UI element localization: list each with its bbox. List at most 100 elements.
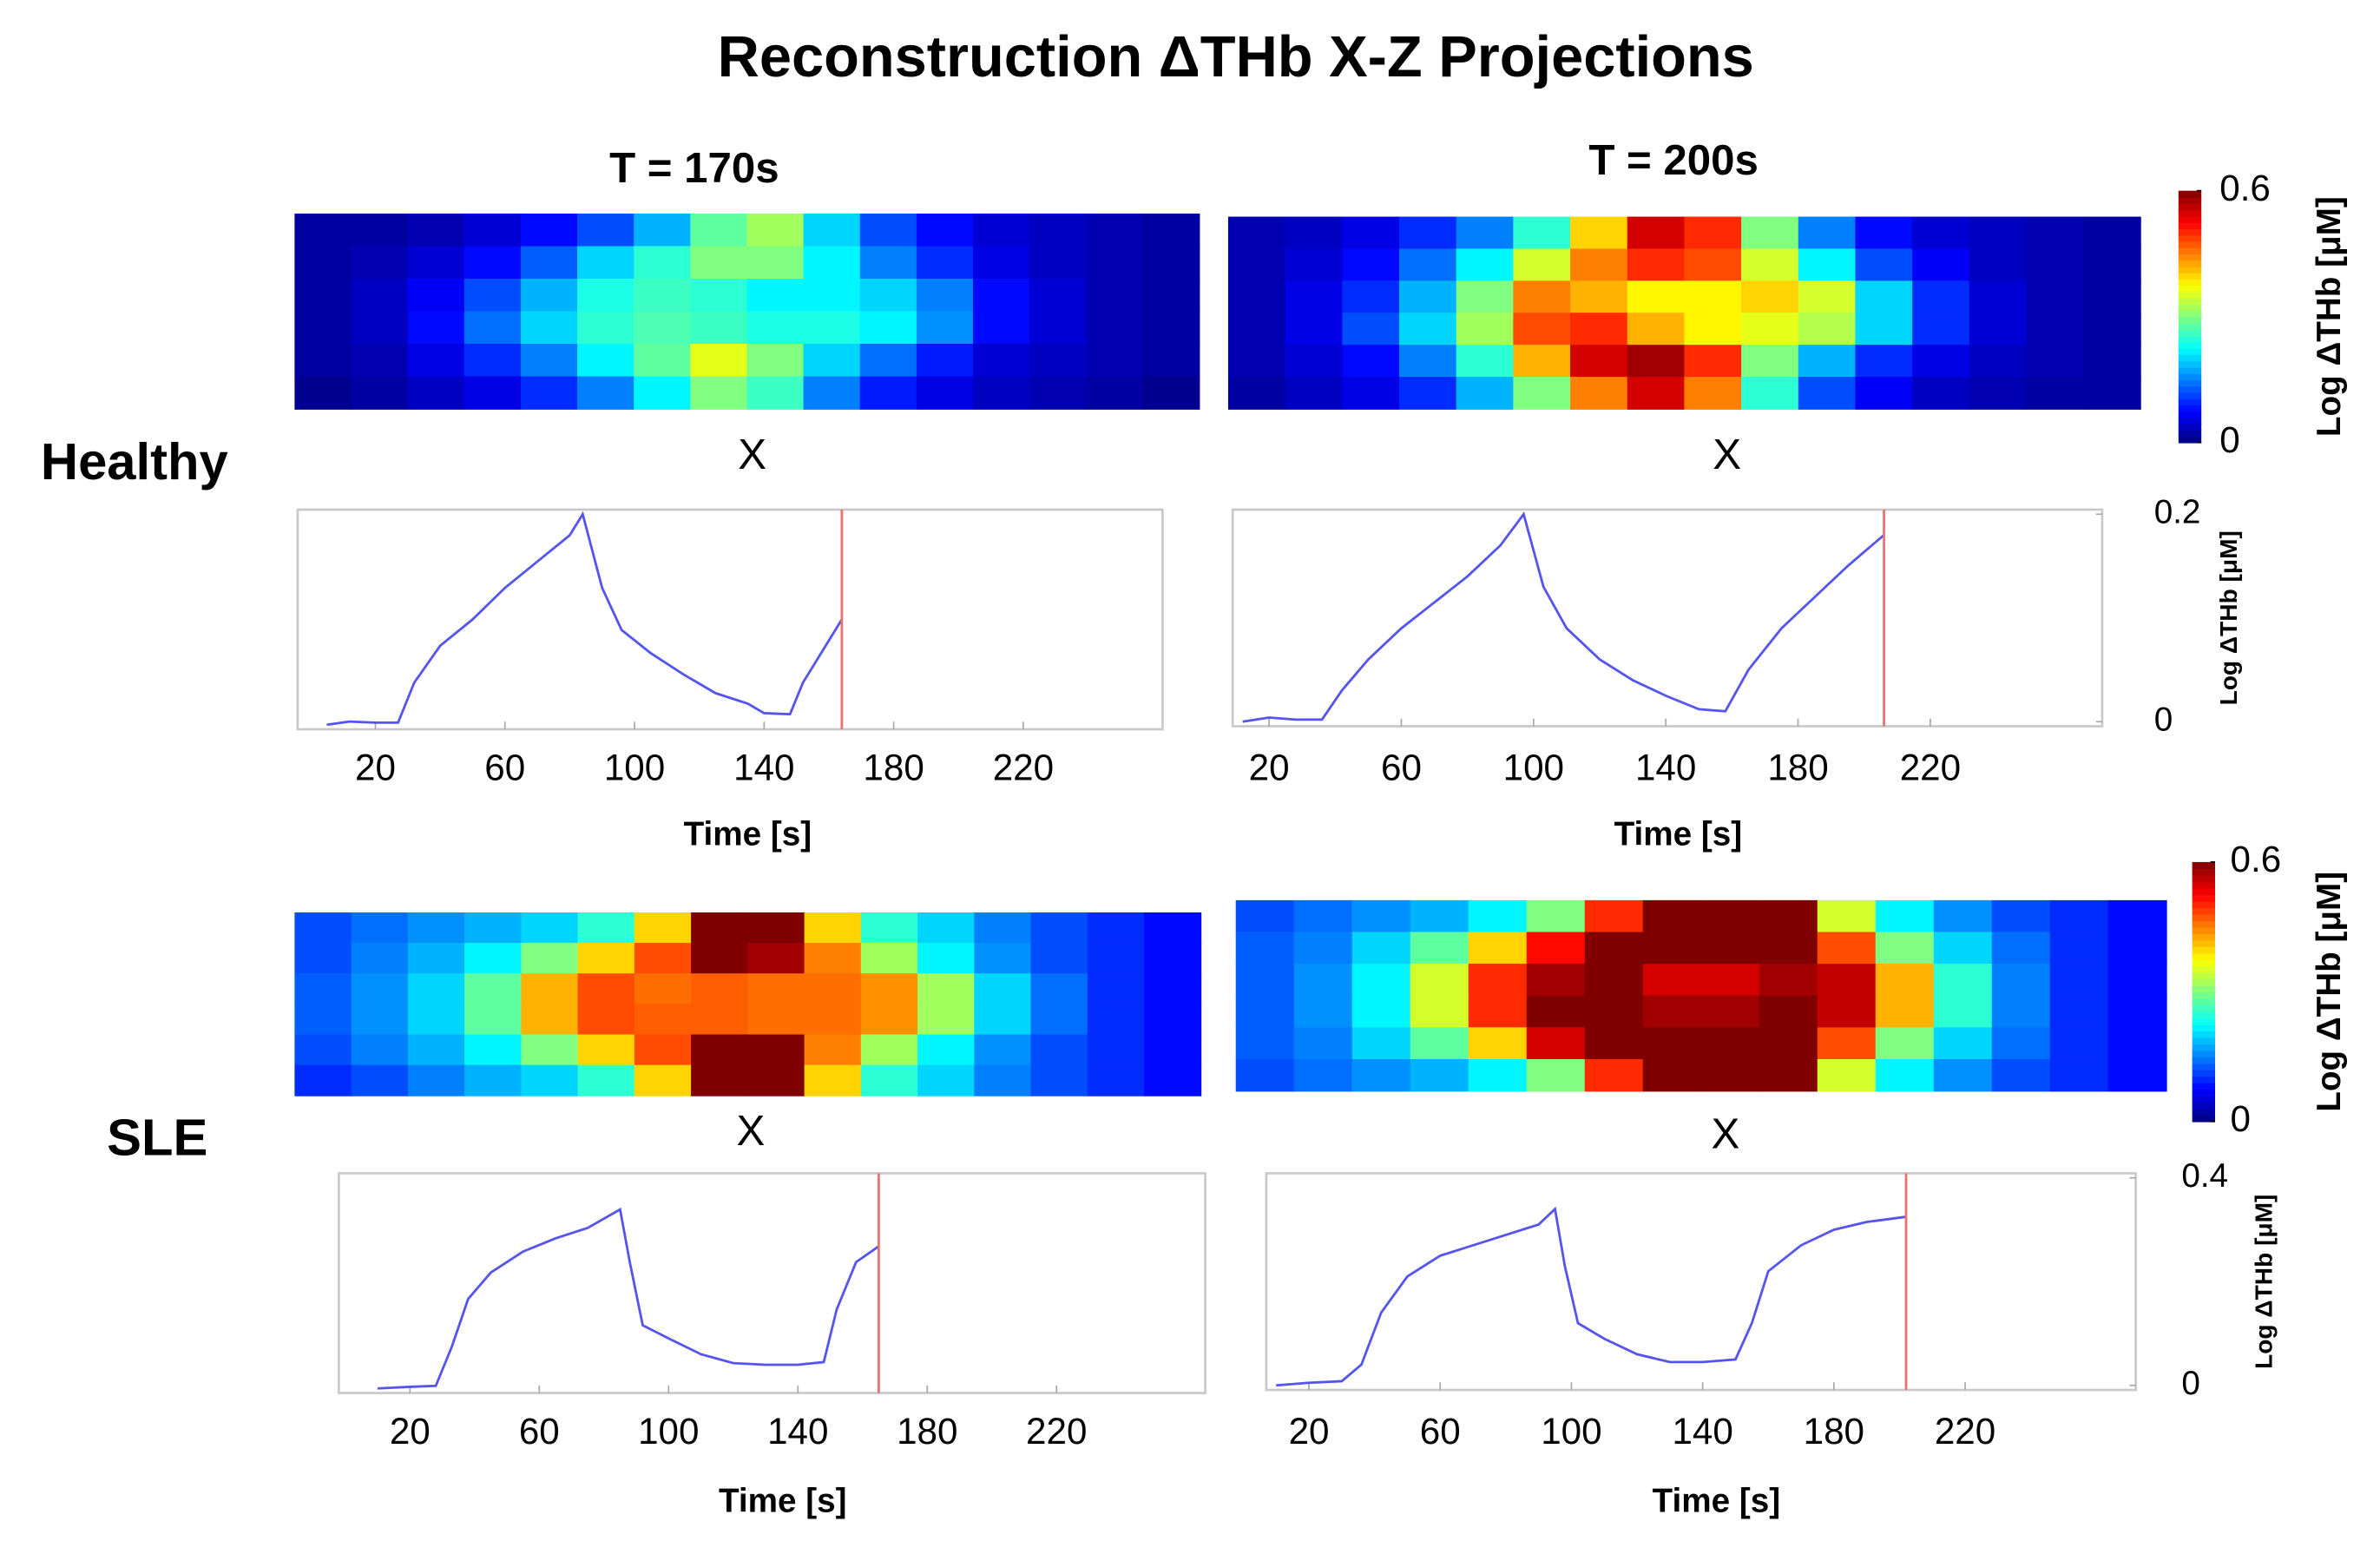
x-tick-label: 20: [1289, 1411, 1330, 1452]
heatmap-cell: [2083, 280, 2141, 314]
colorbar-segment: [2192, 881, 2215, 889]
heatmap-cell: [464, 973, 523, 1005]
heatmap-cell: [1086, 279, 1144, 313]
heatmap-cell: [464, 214, 522, 247]
x-tick-label: 20: [355, 747, 396, 788]
heatmap-cell: [520, 376, 578, 410]
heatmap-cell: [974, 1004, 1032, 1036]
colorbar-segment: [2192, 1017, 2215, 1025]
heatmap-cell: [407, 1004, 466, 1036]
x-tick-label: 140: [1635, 747, 1696, 788]
colorbar-segment: [2178, 272, 2202, 280]
heatmap-cell: [1875, 964, 1935, 997]
heatmap-cell: [1351, 1058, 1411, 1092]
heatmap-cell: [1741, 377, 1799, 410]
colorbar-segment: [2178, 279, 2202, 286]
heatmap-cell: [916, 214, 974, 247]
heatmap-cell: [1759, 932, 1818, 965]
heatmap-cell: [1342, 377, 1400, 410]
heatmap-cell: [294, 1034, 352, 1066]
heatmap-cell: [1570, 216, 1628, 250]
heatmap-cell: [690, 214, 748, 247]
heatmap-cell: [464, 376, 522, 410]
heatmap-cell: [1086, 214, 1144, 247]
heatmap-cell: [1342, 313, 1400, 346]
heatmap-cell: [747, 1034, 805, 1066]
colorbar-segment: [2178, 335, 2202, 343]
heatmap-cell: [1798, 345, 1857, 378]
heatmap-cell: [1029, 344, 1088, 378]
colorbar-segment: [2192, 887, 2215, 896]
x-axis-label: Time [s]: [1653, 1482, 1781, 1519]
heatmap-cell: [577, 1064, 635, 1096]
heatmap-cell: [1087, 912, 1145, 944]
heatmap-cell: [1468, 995, 1528, 1029]
colorbar-segment: [2192, 933, 2215, 941]
heatmap-cell: [916, 376, 974, 410]
heatmap-cell: [2026, 280, 2085, 314]
colorbar-segment: [2178, 405, 2202, 412]
colorbar-segment: [2178, 354, 2202, 362]
data-line: [326, 510, 844, 727]
heatmap-cell: [804, 943, 862, 975]
heatmap-cell: [351, 376, 409, 410]
heatmap-cell: [1759, 1058, 1818, 1092]
heatmap-cell: [1798, 248, 1857, 282]
heatmap-cell: [1684, 248, 1742, 282]
heatmap-cell: [1142, 344, 1200, 378]
heatmap-cell: [1144, 943, 1202, 975]
colorbar-segment: [2178, 209, 2202, 217]
heatmap-cell: [1456, 248, 1515, 282]
heatmap-cell: [804, 912, 862, 944]
colorbar-segment: [2178, 234, 2202, 242]
colorbar-segment: [2178, 436, 2202, 444]
heatmap-cell: [294, 1004, 352, 1036]
heatmap-cell: [577, 311, 635, 345]
heatmap-cell: [690, 311, 748, 345]
heatmap-cell: [464, 311, 522, 345]
heatmap-cell: [1285, 345, 1344, 378]
x-tick-label: 140: [767, 1411, 828, 1452]
heatmap-cell: [294, 246, 352, 280]
colorbar-segment: [2192, 868, 2215, 876]
colorbar-segment: [2192, 965, 2215, 973]
heatmap-cell: [1086, 246, 1144, 280]
colorbar-tick-label: 0.6: [2231, 839, 2282, 879]
heatmap-cell: [1293, 1058, 1353, 1092]
heatmap-cell: [294, 214, 352, 247]
heatmap-cell: [294, 376, 352, 410]
heatmap-cell: [634, 1034, 692, 1066]
heatmap-cell: [1933, 995, 1993, 1029]
heatmap-cell: [634, 311, 692, 345]
heatmap-cell: [859, 344, 917, 378]
colorbar-segment: [2192, 958, 2215, 967]
colorbar-label: Log ΔTHb [μM]: [2311, 872, 2348, 1112]
heatmap-cell: [351, 1004, 409, 1036]
row-label: SLE: [107, 1108, 207, 1166]
colorbar-segment: [2192, 1102, 2215, 1110]
heatmap-cell: [916, 311, 974, 345]
colorbar-tick-label: 0: [2231, 1098, 2251, 1139]
heatmap-cell: [691, 1034, 749, 1066]
heatmap-cell: [1684, 216, 1742, 250]
heatmap-cell: [464, 279, 522, 313]
colorbar-segment: [2192, 1063, 2215, 1070]
heatmap-cell: [1855, 216, 1914, 250]
heatmap-cell: [690, 246, 748, 280]
heatmap-cell: [520, 311, 578, 345]
colorbar-segment: [2178, 329, 2202, 337]
heatmap-cell: [1584, 899, 1644, 933]
colorbar-segment: [2178, 266, 2202, 273]
heatmap-cell: [1741, 313, 1799, 346]
heatmap-cell: [1293, 995, 1353, 1029]
heatmap-cell: [1087, 1034, 1145, 1066]
heatmap-cell: [1798, 377, 1857, 410]
heatmap-cell: [1513, 248, 1571, 282]
heatmap-cell: [1351, 932, 1411, 965]
colorbar-segment: [2192, 920, 2215, 928]
heatmap-cell: [691, 1064, 749, 1096]
heatmap-cell: [1029, 214, 1088, 247]
heatmap-cell: [407, 214, 465, 247]
heatmap-cell: [1351, 1027, 1411, 1060]
